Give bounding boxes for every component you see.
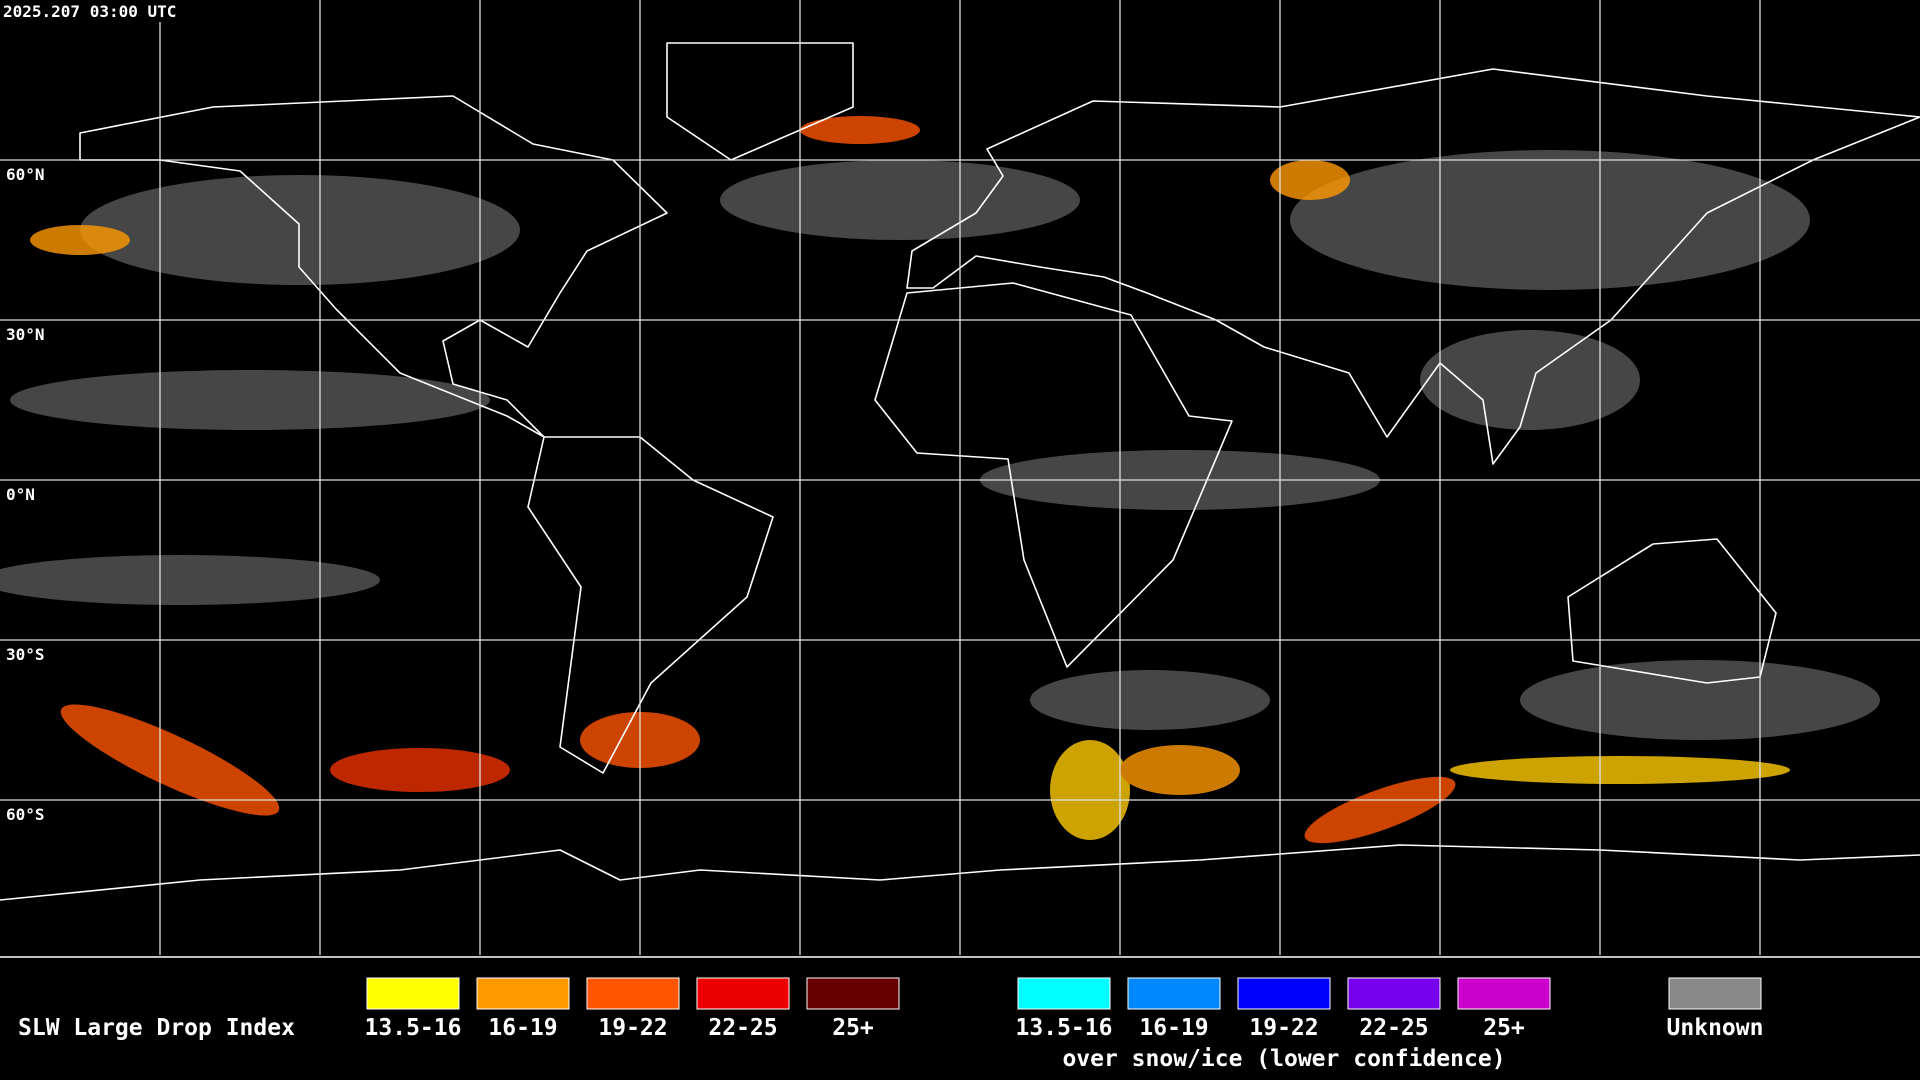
legend-swatch [1457,977,1551,1010]
latitude-labels: 60°N 30°N 0°N 30°S 60°S [6,165,45,824]
latitude-label: 60°N [6,165,45,184]
legend-swatch [1668,977,1762,1010]
legend-swatch [476,977,570,1010]
legend-label: 19-22 [1249,1015,1318,1041]
legend-label: 16-19 [1139,1015,1208,1041]
timestamp: 2025.207 03:00 UTC [3,2,176,21]
legend-label: 13.5-16 [365,1015,462,1041]
legend-swatch [1347,977,1441,1010]
legend-caption: over snow/ice (lower confidence) [1062,1046,1505,1072]
legend-swatch [806,977,900,1010]
graticule [0,0,1920,955]
legend-swatch [1237,977,1331,1010]
legend-title: SLW Large Drop Index [18,1015,295,1041]
legend-label: 19-22 [598,1015,667,1041]
latitude-label: 60°S [6,805,45,824]
latitude-label: 30°N [6,325,45,344]
legend-swatch [366,977,460,1010]
timestamp-backdrop [0,0,236,22]
legend-swatch [1017,977,1111,1010]
legend-label: 13.5-16 [1016,1015,1113,1041]
legend-swatch [1127,977,1221,1010]
latitude-label: 30°S [6,645,45,664]
legend: 13.5-16 16-19 19-22 22-25 25+ 13.5-16 16-19 19-… [365,977,1764,1072]
legend-label: Unknown [1667,1015,1764,1041]
legend-label: 22-25 [1359,1015,1428,1041]
legend-swatch [696,977,790,1010]
legend-label: 25+ [1483,1015,1525,1041]
legend-panel [0,958,1920,1080]
legend-swatch [586,977,680,1010]
legend-label: 25+ [832,1015,874,1041]
legend-label: 22-25 [708,1015,777,1041]
legend-label: 16-19 [488,1015,557,1041]
latitude-label: 0°N [6,485,35,504]
